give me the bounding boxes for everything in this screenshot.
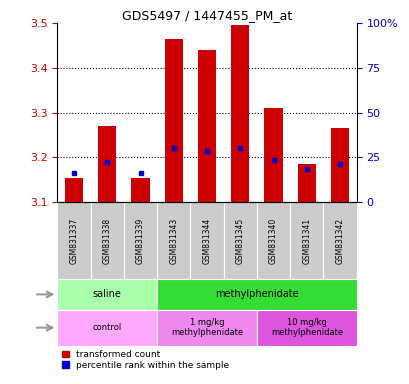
- Text: GSM831339: GSM831339: [136, 217, 145, 264]
- Text: saline: saline: [92, 290, 121, 300]
- Bar: [290, 202, 323, 279]
- Bar: [57, 310, 157, 346]
- Title: GDS5497 / 1447455_PM_at: GDS5497 / 1447455_PM_at: [121, 9, 292, 22]
- Text: control: control: [92, 323, 121, 332]
- Text: GSM831340: GSM831340: [268, 217, 277, 264]
- Text: GSM831344: GSM831344: [202, 217, 211, 264]
- Bar: [231, 25, 249, 202]
- Bar: [164, 39, 182, 202]
- Bar: [90, 202, 124, 279]
- Bar: [157, 202, 190, 279]
- Text: methylphenidate: methylphenidate: [215, 290, 298, 300]
- Text: GSM831342: GSM831342: [335, 218, 344, 264]
- Text: GSM831338: GSM831338: [103, 218, 112, 264]
- Bar: [297, 164, 315, 202]
- Bar: [264, 108, 282, 202]
- Bar: [198, 50, 216, 202]
- Bar: [124, 202, 157, 279]
- Bar: [256, 310, 356, 346]
- Legend: transformed count, percentile rank within the sample: transformed count, percentile rank withi…: [62, 350, 229, 370]
- Bar: [223, 202, 256, 279]
- Text: GSM831337: GSM831337: [70, 217, 79, 264]
- Bar: [190, 202, 223, 279]
- Bar: [98, 126, 116, 202]
- Bar: [57, 202, 90, 279]
- Bar: [157, 279, 356, 310]
- Bar: [57, 279, 157, 310]
- Bar: [131, 178, 149, 202]
- Bar: [330, 128, 348, 202]
- Text: 1 mg/kg
methylphenidate: 1 mg/kg methylphenidate: [171, 318, 243, 338]
- Bar: [323, 202, 356, 279]
- Bar: [256, 202, 290, 279]
- Text: GSM831343: GSM831343: [169, 217, 178, 264]
- Text: GSM831341: GSM831341: [301, 218, 310, 264]
- Bar: [65, 178, 83, 202]
- Bar: [157, 310, 256, 346]
- Text: GSM831345: GSM831345: [235, 217, 244, 264]
- Text: 10 mg/kg
methylphenidate: 10 mg/kg methylphenidate: [270, 318, 342, 338]
